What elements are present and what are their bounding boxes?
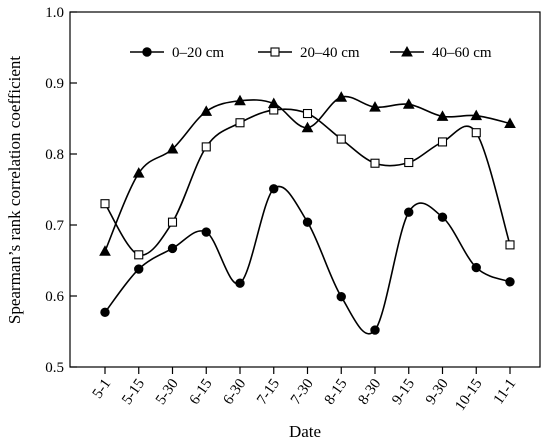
series-0-20cm-point: [336, 292, 346, 302]
series-20-40cm-point: [235, 118, 245, 128]
legend-item: 0–20 cm: [130, 45, 224, 61]
y-tick-label: 0.9: [45, 76, 64, 92]
x-tick-label: 5-30: [153, 376, 182, 408]
x-tick-label: 8-15: [322, 376, 351, 408]
x-tick-label: 6-15: [187, 376, 216, 408]
x-tick-label: 7-30: [288, 376, 317, 408]
series-40-60cm-point: [470, 109, 483, 121]
series-20-40cm: [100, 105, 515, 260]
series-40-60cm-point: [504, 117, 516, 128]
series-0-20cm-point: [235, 278, 245, 288]
series-40-60cm-point: [369, 101, 381, 112]
series-layer: [99, 91, 516, 335]
series-0-20cm: [100, 184, 515, 335]
legend-marker: [142, 47, 152, 57]
x-tick-label: 9-30: [423, 376, 452, 408]
series-0-20cm-point: [100, 307, 110, 318]
series-20-40cm-point: [201, 142, 211, 152]
series-40-60cm-point: [166, 143, 179, 154]
x-tick-label: 5-1: [90, 376, 115, 402]
x-axis-title: Date: [289, 422, 321, 441]
series-40-60cm-point: [301, 121, 314, 133]
series-20-40cm-point: [134, 250, 144, 260]
legend-item: 40–60 cm: [390, 45, 492, 61]
y-tick-label: 0.6: [45, 289, 64, 305]
series-20-40cm-point: [370, 158, 380, 168]
y-axis-title: Spearman’s rank correlation coefficient: [5, 56, 24, 325]
series-40-60cm-point: [436, 110, 449, 121]
series-0-20cm-point: [505, 277, 515, 287]
y-tick-label: 1.0: [45, 5, 64, 21]
series-40-60cm-point: [200, 105, 213, 116]
x-tick-label: 5-15: [119, 376, 148, 408]
series-0-20cm-point: [269, 184, 279, 194]
legend-label: 20–40 cm: [300, 45, 360, 61]
x-tick-label: 8-30: [355, 376, 384, 408]
series-0-20cm-point: [134, 264, 144, 274]
series-40-60cm-point: [402, 98, 415, 109]
series-0-20cm-line: [104, 185, 511, 335]
x-axis: 5-1 5-15 5-30 6-15 6-30 7-15 7-30 8-15 8-30 9-15 9…: [90, 367, 520, 414]
series-20-40cm-point: [167, 217, 178, 227]
y-tick-label: 0.7: [45, 218, 64, 234]
y-tick-label: 0.8: [45, 147, 64, 163]
series-20-40cm-point: [505, 240, 515, 250]
series-20-40cm-point: [302, 108, 313, 119]
series-40-60cm-point: [267, 97, 280, 109]
x-tick-label: 10-15: [452, 376, 485, 414]
series-20-40cm-point: [100, 199, 110, 209]
series-40-60cm-point: [99, 245, 111, 256]
series-20-40cm-point: [437, 137, 448, 147]
y-tick-label: 0.5: [45, 360, 64, 376]
series-40-60cm-line: [104, 95, 511, 252]
legend-label: 0–20 cm: [172, 45, 224, 61]
series-0-20cm-point: [167, 243, 178, 254]
legend-marker: [401, 45, 413, 57]
x-tick-label: 9-15: [389, 376, 418, 408]
series-40-60cm: [99, 91, 516, 256]
series-20-40cm-point: [471, 128, 481, 138]
legend-label: 40–60 cm: [432, 45, 492, 61]
series-40-60cm-point: [234, 94, 246, 106]
series-40-60cm-point: [132, 167, 145, 178]
series-0-20cm-point: [404, 207, 414, 217]
series-20-40cm-point: [404, 157, 414, 168]
series-0-20cm-point: [370, 325, 380, 335]
x-tick-label: 7-15: [254, 376, 283, 408]
series-0-20cm-point: [302, 217, 313, 227]
x-tick-label: 11-1: [491, 376, 520, 407]
legend-marker: [270, 47, 280, 57]
x-tick-label: 6-30: [220, 376, 249, 408]
series-0-20cm-point: [471, 262, 481, 273]
series-40-60cm-point: [335, 91, 348, 102]
legend: 0–20 cm 20–40 cm 40–60 cm: [130, 45, 492, 61]
series-0-20cm-point: [201, 227, 211, 237]
legend-item: 20–40 cm: [258, 45, 360, 61]
y-axis: 0.5 0.6 0.7 0.8 0.9 1.0: [45, 5, 77, 376]
series-20-40cm-point: [336, 134, 346, 144]
series-0-20cm-point: [437, 212, 448, 222]
plot-area-frame: [69, 11, 541, 368]
